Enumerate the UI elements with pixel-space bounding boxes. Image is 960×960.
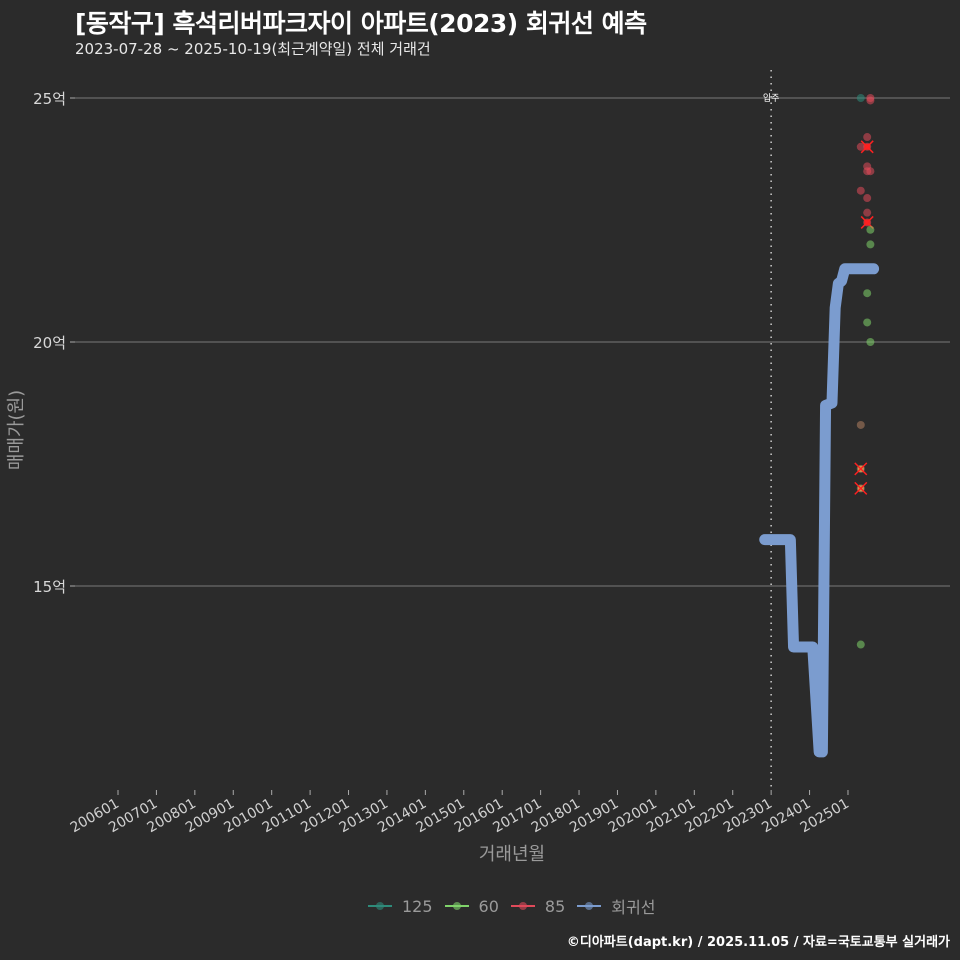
data-point-85 bbox=[863, 133, 872, 142]
data-point-85 bbox=[863, 194, 872, 203]
source-caption: ©디아파트(dapt.kr) / 2025.11.05 / 자료=국토교통부 실… bbox=[566, 935, 950, 950]
x-marker-icon bbox=[854, 462, 868, 476]
y-tick-label: 25억 bbox=[33, 90, 66, 108]
legend-label: 85 bbox=[544, 896, 566, 916]
data-point-85 bbox=[863, 208, 872, 217]
chart-title: [동작구] 흑석리버파크자이 아파트(2023) 회귀선 예측 bbox=[75, 9, 647, 38]
legend-label: 회귀선 bbox=[611, 898, 656, 917]
y-tick-label: 20억 bbox=[33, 334, 66, 352]
move-in-label: 입주 bbox=[763, 92, 780, 104]
legend-item: 125 bbox=[368, 897, 433, 916]
chart-subtitle: 2023-07-28 ~ 2025-10-19(최근계약일) 전체 거래건 bbox=[75, 40, 431, 58]
regression-line bbox=[759, 263, 880, 758]
legend-key-icon bbox=[368, 899, 392, 913]
legend-label: 125 bbox=[402, 896, 433, 916]
legend: 125 60 85 회귀선 bbox=[368, 894, 655, 918]
legend-label: 60 bbox=[478, 896, 499, 916]
legend-key-icon bbox=[577, 899, 602, 913]
data-point-mixed bbox=[856, 420, 865, 429]
y-tick-label: 15억 bbox=[33, 578, 66, 596]
x-axis-title: 거래년월 bbox=[479, 844, 545, 865]
data-point-60 bbox=[863, 289, 872, 298]
data-point-60 bbox=[863, 318, 872, 327]
data-point-85 bbox=[863, 167, 872, 176]
data-point-60 bbox=[866, 225, 875, 234]
data-point-85 bbox=[856, 186, 865, 195]
data-point-60 bbox=[866, 338, 875, 346]
legend-key-icon bbox=[444, 899, 469, 913]
legend-item: 60 bbox=[444, 896, 499, 916]
legend-item: 회귀선 bbox=[577, 894, 655, 918]
data-point-60 bbox=[866, 240, 875, 249]
y-axis-title: 매매가(원) bbox=[6, 390, 27, 470]
legend-key-icon bbox=[510, 899, 535, 913]
x-marker-icon bbox=[860, 140, 874, 154]
data-point-85 bbox=[866, 96, 875, 105]
data-point-125 bbox=[856, 94, 865, 102]
data-point-85 bbox=[856, 142, 865, 151]
data-point-60 bbox=[856, 640, 865, 649]
x-marker-icon bbox=[854, 481, 868, 495]
legend-item: 85 bbox=[510, 896, 566, 916]
